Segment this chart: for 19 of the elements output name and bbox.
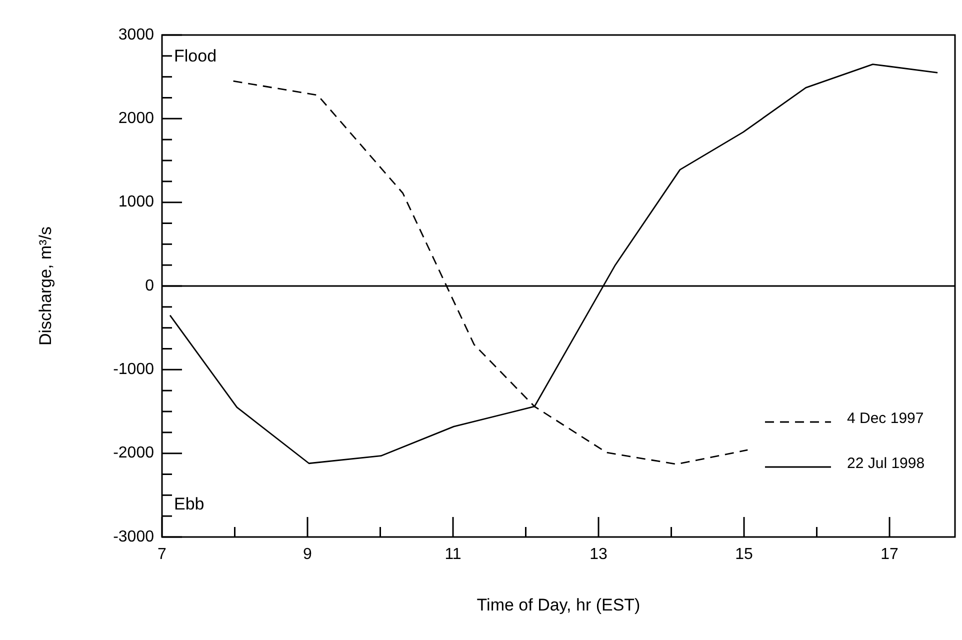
annotation: Flood bbox=[174, 46, 217, 66]
y-tick-label: -1000 bbox=[113, 361, 154, 378]
x-tick-label: 11 bbox=[444, 546, 462, 564]
legend-label: 22 Jul 1998 bbox=[847, 455, 925, 472]
x-tick-label: 17 bbox=[880, 546, 899, 564]
y-tick-label: 2000 bbox=[118, 110, 154, 128]
y-axis-title: Discharge, m³/s bbox=[36, 226, 55, 346]
x-tick-label: 13 bbox=[590, 546, 608, 564]
x-tick-label: 7 bbox=[158, 546, 167, 564]
y-tick-label: 1000 bbox=[118, 194, 154, 211]
annotation: Ebb bbox=[174, 494, 204, 514]
y-tick-label: 3000 bbox=[118, 26, 154, 44]
y-tick-label: -2000 bbox=[113, 444, 154, 462]
x-tick-label: 9 bbox=[303, 546, 312, 564]
y-tick-label: -3000 bbox=[113, 528, 154, 546]
x-tick-label: 15 bbox=[735, 546, 754, 564]
y-tick-label: 0 bbox=[145, 277, 154, 294]
x-axis-title: Time of Day, hr (EST) bbox=[476, 595, 640, 614]
legend-label: 4 Dec 1997 bbox=[847, 410, 924, 428]
